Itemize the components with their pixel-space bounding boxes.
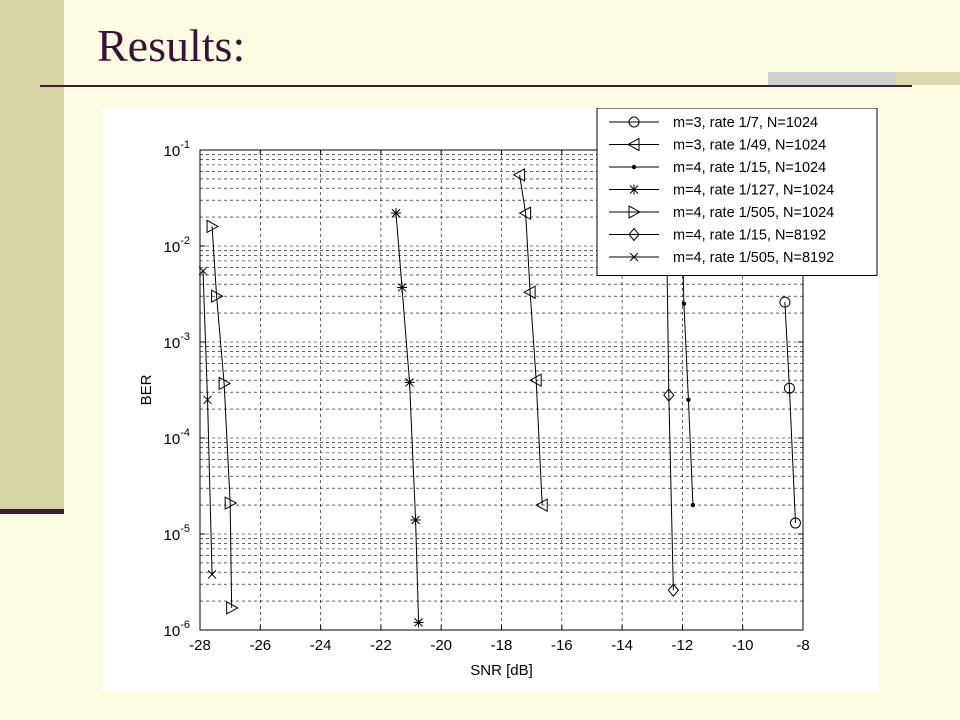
- title-underline: [40, 85, 912, 87]
- grid-layer: [199, 149, 804, 631]
- data-point: [789, 517, 801, 529]
- x-tick-label: -10: [732, 637, 754, 654]
- decorative-right-tab: [896, 72, 960, 85]
- data-point: [211, 289, 224, 304]
- y-tick-label: 10-5: [164, 523, 190, 544]
- legend-label: m=4, rate 1/505, N=1024: [673, 205, 834, 221]
- data-point: [413, 617, 424, 628]
- x-tick-label: -24: [310, 637, 332, 654]
- legend-entry: m=3, rate 1/7, N=1024: [609, 115, 818, 131]
- legend-entry: m=3, rate 1/49, N=1024: [609, 138, 826, 154]
- legend-label: m=4, rate 1/15, N=1024: [673, 160, 826, 176]
- legend-label: m=4, rate 1/15, N=8192: [673, 228, 826, 244]
- legend-label: m=4, rate 1/127, N=1024: [673, 183, 834, 199]
- legend-marker: [628, 116, 640, 128]
- data-point: [535, 498, 548, 512]
- data-point: [783, 382, 795, 394]
- x-tick-label: -26: [249, 637, 271, 654]
- y-tick-label: 10-1: [164, 139, 190, 160]
- data-point: [218, 376, 232, 391]
- series-line: [202, 270, 213, 575]
- data-point: [203, 395, 212, 405]
- ber-chart-svg: -28 -26 -24 -22 -20 -18 -16 -14 -12 -10 -8 10-1 10-2…: [138, 108, 878, 679]
- legend-label: m=3, rate 1/49, N=1024: [673, 138, 826, 154]
- decorative-side-tab: [0, 509, 64, 514]
- data-point: [529, 373, 542, 388]
- legend-entry: m=4, rate 1/15, N=1024: [609, 160, 826, 176]
- tick-layer: -28 -26 -24 -22 -20 -18 -16 -14 -12 -10 -8 10-1 10-2…: [164, 139, 810, 654]
- data-point: [779, 296, 791, 308]
- legend-label: m=4, rate 1/505, N=8192: [673, 250, 834, 266]
- legend-entry: m=4, rate 1/127, N=1024: [609, 183, 834, 199]
- legend-entry: m=4, rate 1/505, N=8192: [609, 250, 834, 266]
- x-tick-label: -22: [370, 637, 392, 654]
- legend-marker: [628, 205, 642, 219]
- series-5: [206, 219, 239, 615]
- data-point: [206, 219, 220, 234]
- ber-chart: -28 -26 -24 -22 -20 -18 -16 -14 -12 -10 -8 10-1 10-2…: [103, 108, 879, 692]
- data-point: [512, 168, 526, 182]
- series-line: [211, 226, 233, 608]
- slide-title: Results:: [97, 20, 246, 71]
- x-tick-label: -28: [189, 637, 211, 654]
- legend-marker: [629, 184, 639, 195]
- x-tick-label: -16: [551, 637, 573, 654]
- series-line: [784, 302, 796, 524]
- legend-marker: [629, 252, 639, 262]
- data-point: [224, 496, 238, 510]
- data-point: [404, 377, 415, 388]
- legend-box: [596, 108, 878, 276]
- x-tick-label: -14: [611, 637, 633, 654]
- y-tick-label: 10-4: [164, 427, 190, 448]
- y-axis-label: BER: [138, 374, 155, 405]
- x-tick-label: -18: [491, 637, 513, 654]
- data-point: [690, 502, 696, 508]
- decorative-side-bar: [0, 0, 64, 510]
- series-1: [779, 296, 801, 529]
- data-point: [207, 569, 217, 579]
- data-point: [410, 514, 421, 525]
- data-point: [397, 282, 408, 293]
- data-point: [518, 206, 532, 220]
- legend-entry: m=4, rate 1/15, N=8192: [609, 228, 826, 244]
- x-tick-label: -20: [430, 637, 452, 654]
- data-point: [390, 208, 401, 219]
- series-7: [198, 266, 217, 579]
- y-tick-label: 10-2: [164, 235, 190, 256]
- data-point: [523, 285, 536, 300]
- series-4: [390, 208, 424, 628]
- legend-entry: m=4, rate 1/505, N=1024: [609, 205, 834, 221]
- series-line: [519, 174, 543, 506]
- y-tick-label: 10-3: [164, 331, 190, 352]
- data-point: [226, 601, 239, 615]
- x-tick-label: -12: [672, 637, 694, 654]
- series-line: [395, 213, 420, 623]
- legend-marker: [628, 227, 640, 242]
- data-point: [681, 301, 687, 306]
- legend: m=3, rate 1/7, N=1024 m=3, rate 1/49, N=1…: [596, 108, 878, 276]
- data-point: [686, 397, 691, 402]
- legend-label: m=3, rate 1/7, N=1024: [673, 115, 818, 131]
- x-tick-label: -8: [796, 637, 809, 654]
- x-axis-label: SNR [dB]: [470, 662, 533, 679]
- data-point: [663, 388, 675, 402]
- legend-marker: [626, 137, 640, 152]
- y-tick-label: 10-6: [164, 619, 190, 640]
- series-2: [512, 168, 548, 512]
- legend-marker: [631, 164, 637, 170]
- decorative-title-tab: [768, 72, 912, 85]
- data-point: [667, 583, 680, 597]
